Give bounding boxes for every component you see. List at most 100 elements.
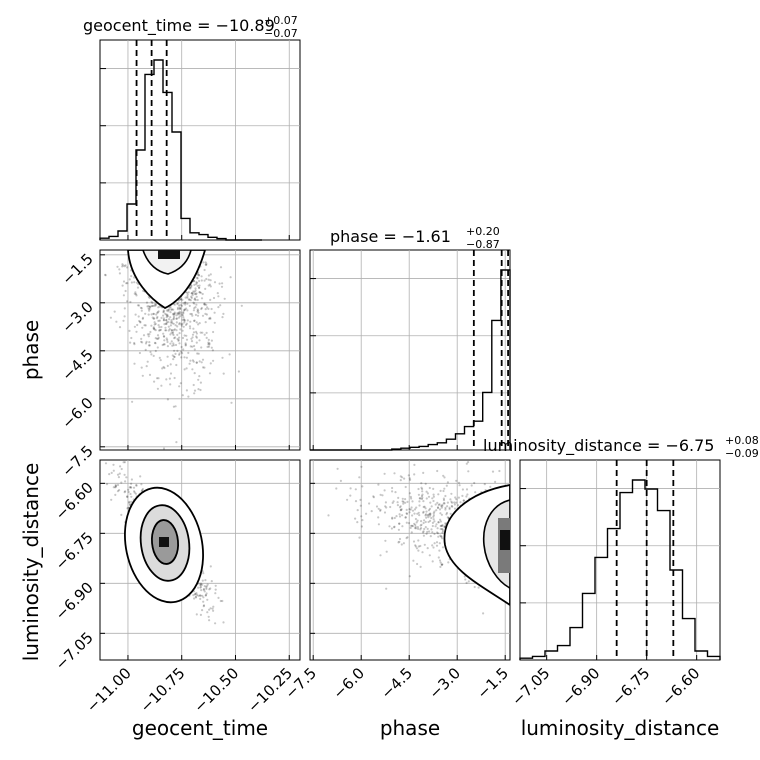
- scatter-point: [137, 304, 141, 307]
- scatter-point: [192, 360, 195, 363]
- scatter-point: [173, 303, 176, 306]
- scatter-point: [133, 281, 136, 284]
- scatter-point: [148, 309, 151, 312]
- scatter-point: [126, 282, 129, 285]
- scatter-point: [439, 561, 442, 564]
- scatter-point: [173, 337, 176, 340]
- scatter-point: [162, 318, 165, 321]
- scatter-point: [172, 342, 175, 345]
- scatter-point: [192, 594, 195, 597]
- scatter-point: [167, 308, 170, 311]
- xlabel-phase: phase: [380, 716, 440, 740]
- scatter-point: [403, 477, 406, 480]
- scatter-point: [123, 491, 126, 494]
- scatter-point: [204, 287, 207, 290]
- scatter-point: [185, 322, 188, 325]
- scatter-point: [152, 312, 155, 315]
- scatter-point: [126, 507, 129, 510]
- scatter-point: [425, 516, 428, 519]
- scatter-point: [182, 311, 185, 314]
- scatter-point: [432, 493, 435, 496]
- scatter-point: [114, 484, 117, 487]
- tick-label-y-luminosity_distance-2: −6.75: [52, 528, 97, 573]
- scatter-point: [206, 611, 209, 614]
- scatter-point: [179, 315, 182, 318]
- scatter-point: [202, 572, 205, 575]
- scatter-point: [354, 500, 358, 503]
- scatter-point: [171, 331, 175, 334]
- scatter-point: [444, 494, 447, 498]
- scatter-point: [195, 361, 198, 364]
- scatter-point: [166, 338, 169, 342]
- scatter-point: [402, 500, 405, 503]
- scatter-point: [435, 509, 438, 512]
- scatter-point: [210, 307, 213, 311]
- scatter-point: [423, 543, 426, 546]
- scatter-point: [422, 511, 425, 514]
- scatter-point: [186, 293, 189, 296]
- scatter-point: [372, 495, 375, 498]
- scatter-point: [441, 524, 444, 527]
- scatter-point: [441, 537, 444, 540]
- scatter-point: [173, 349, 176, 352]
- scatter-point: [173, 376, 176, 380]
- scatter-point: [182, 312, 185, 315]
- scatter-point: [442, 502, 445, 505]
- scatter-point: [140, 307, 143, 310]
- scatter-point: [170, 340, 173, 343]
- scatter-point: [146, 305, 149, 308]
- scatter-point: [437, 535, 440, 538]
- scatter-point: [418, 514, 421, 517]
- scatter-point: [144, 324, 147, 327]
- scatter-point: [431, 531, 434, 534]
- scatter-point: [398, 537, 402, 541]
- scatter-point: [179, 306, 182, 309]
- scatter-point: [195, 283, 198, 286]
- scatter-point: [385, 587, 388, 590]
- scatter-point: [445, 511, 449, 515]
- scatter-point: [199, 331, 202, 334]
- scatter-point: [165, 314, 169, 317]
- scatter-point: [134, 293, 138, 296]
- scatter-point: [170, 320, 173, 323]
- contour-mid-ld-geocent: [139, 504, 191, 582]
- scatter-point: [197, 594, 200, 597]
- scatter-point: [129, 492, 132, 496]
- scatter-point: [147, 305, 150, 308]
- scatter-point: [421, 493, 424, 496]
- scatter-point: [440, 563, 443, 566]
- scatter-point: [405, 508, 408, 511]
- scatter-point: [178, 352, 181, 355]
- scatter-point: [393, 526, 396, 529]
- scatter-point: [189, 327, 192, 330]
- scatter-point: [154, 303, 157, 306]
- scatter-point: [158, 329, 162, 332]
- scatter-point: [165, 316, 168, 319]
- scatter-point: [123, 307, 126, 310]
- scatter-point: [166, 364, 169, 367]
- scatter-point: [122, 319, 125, 322]
- scatter-point: [400, 508, 403, 511]
- scatter-point: [427, 516, 430, 519]
- scatter-point: [440, 563, 444, 566]
- scatter-point: [385, 506, 388, 509]
- scatter-point: [203, 366, 206, 369]
- scatter-point: [422, 530, 425, 533]
- scatter-point: [193, 392, 196, 395]
- scatter-point: [182, 325, 185, 328]
- scatter-point: [154, 322, 157, 325]
- scatter-point: [200, 306, 203, 310]
- scatter-point: [205, 587, 208, 591]
- tick-label-x-phase-1: −6.0: [330, 664, 368, 702]
- scatter-point: [173, 355, 176, 358]
- scatter-point: [128, 486, 131, 489]
- scatter-point: [149, 305, 152, 308]
- scatter-point: [156, 334, 160, 337]
- scatter-point: [450, 504, 453, 508]
- scatter-point: [97, 324, 99, 326]
- scatter-point: [169, 306, 172, 309]
- scatter-point: [164, 312, 167, 315]
- scatter-point: [162, 319, 165, 322]
- scatter-point: [133, 341, 136, 345]
- scatter-point: [181, 394, 184, 397]
